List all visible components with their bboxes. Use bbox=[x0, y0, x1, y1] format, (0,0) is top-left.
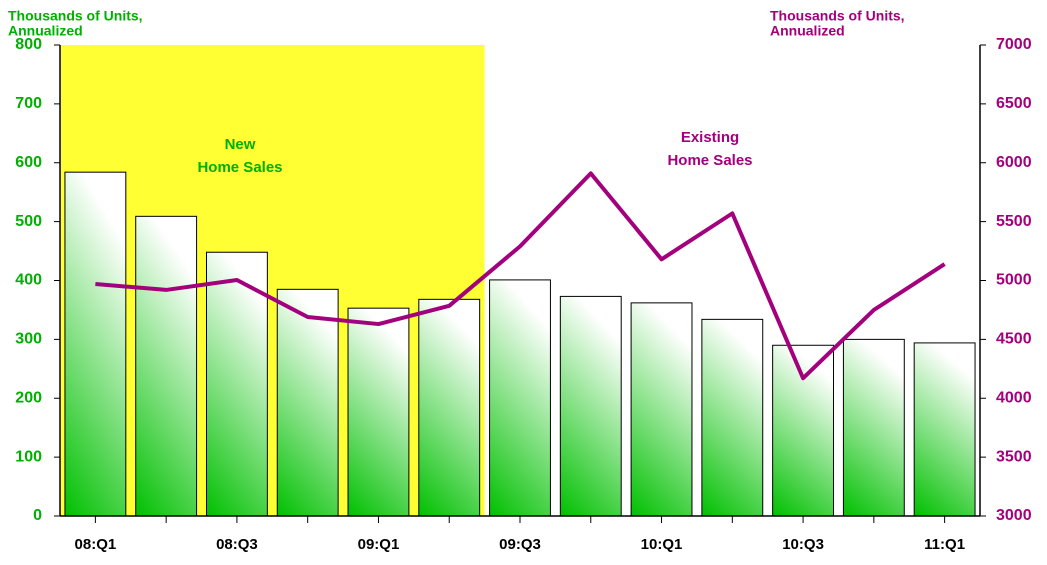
y-tick-label: 600 bbox=[15, 154, 42, 171]
annotation: Home Sales bbox=[667, 152, 752, 169]
bar bbox=[347, 307, 410, 517]
y2-tick-label: 7000 bbox=[996, 36, 1032, 53]
y-tick-label: 300 bbox=[15, 331, 42, 348]
y2-tick-label: 6000 bbox=[996, 154, 1032, 171]
bar bbox=[842, 338, 905, 517]
bar bbox=[276, 288, 339, 517]
x-tick-label: 08:Q3 bbox=[216, 536, 258, 553]
x-tick-label: 10:Q3 bbox=[782, 536, 824, 553]
y-tick-label: 200 bbox=[15, 389, 42, 406]
y2-axis-title: Thousands of Units, bbox=[770, 8, 905, 24]
y2-tick-label: 5500 bbox=[996, 213, 1032, 230]
bar bbox=[772, 344, 835, 517]
x-tick-label: 09:Q3 bbox=[499, 536, 541, 553]
bar bbox=[630, 302, 693, 517]
x-tick-label: 11:Q1 bbox=[924, 536, 965, 553]
annotation: Existing bbox=[681, 129, 739, 146]
y-tick-label: 0 bbox=[33, 507, 42, 524]
y2-tick-label: 4500 bbox=[996, 331, 1032, 348]
x-tick-label: 08:Q1 bbox=[75, 536, 117, 553]
x-tick-label: 09:Q1 bbox=[358, 536, 400, 553]
bar bbox=[135, 215, 198, 517]
y2-tick-label: 6500 bbox=[996, 95, 1032, 112]
y-tick-label: 700 bbox=[15, 95, 42, 112]
y-tick-label: 800 bbox=[15, 36, 42, 53]
y-tick-label: 500 bbox=[15, 213, 42, 230]
y-tick-label: 400 bbox=[15, 272, 42, 289]
y2-tick-label: 3500 bbox=[996, 448, 1032, 465]
annotation: New bbox=[225, 136, 256, 153]
y-axis-title: Thousands of Units, bbox=[8, 8, 143, 24]
line bbox=[95, 171, 946, 381]
shaded-region bbox=[60, 45, 485, 516]
bar bbox=[418, 298, 481, 517]
x-tick-label: 10:Q1 bbox=[641, 536, 683, 553]
y-axis-title: Annualized bbox=[8, 23, 83, 39]
y2-tick-label: 5000 bbox=[996, 272, 1032, 289]
annotation: Home Sales bbox=[197, 159, 282, 176]
bar bbox=[64, 171, 127, 517]
y2-tick-label: 4000 bbox=[996, 389, 1032, 406]
bar bbox=[489, 279, 551, 517]
bar bbox=[701, 318, 764, 517]
y2-axis-title: Annualized bbox=[770, 23, 845, 39]
y2-tick-label: 3000 bbox=[996, 507, 1032, 524]
bar bbox=[559, 295, 622, 517]
bar bbox=[913, 342, 976, 517]
y-tick-label: 100 bbox=[15, 448, 42, 465]
